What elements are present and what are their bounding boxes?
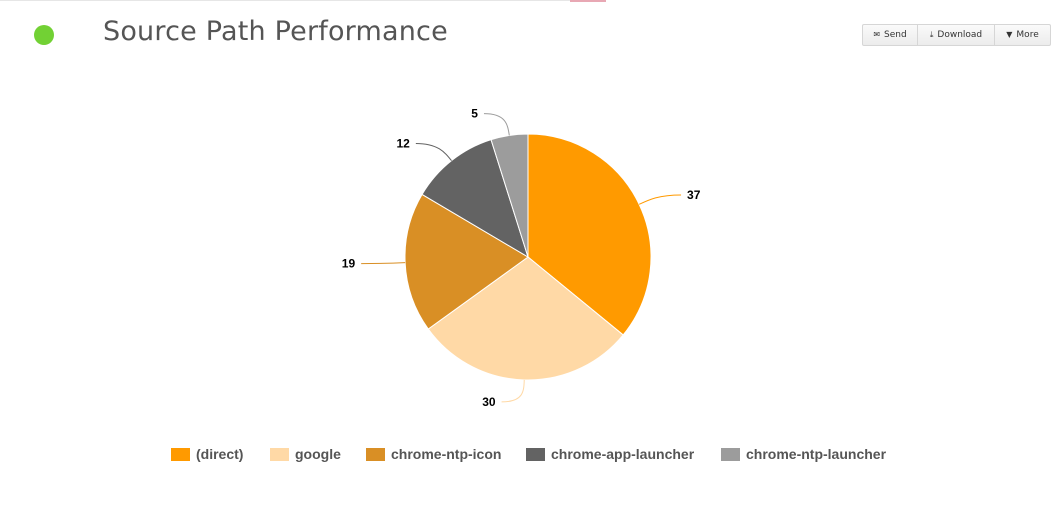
legend-label: chrome-ntp-launcher [746, 446, 887, 462]
data-label: 37 [687, 188, 701, 202]
pie-slice-chrome-app-launcher[interactable] [421, 139, 529, 259]
legend-swatch [270, 447, 289, 461]
legend-item[interactable]: google [270, 446, 341, 462]
pie-slice-direct[interactable] [527, 133, 652, 336]
download-button[interactable]: ⤓ Download [918, 25, 995, 45]
pie-slice-chrome-ntp-icon[interactable] [404, 193, 529, 330]
top-accent-bar [570, 0, 606, 2]
more-button[interactable]: ▼ More [995, 25, 1050, 45]
envelope-icon: ✉ [873, 30, 881, 39]
legend-swatch [526, 447, 545, 461]
legend-label: chrome-ntp-icon [391, 446, 502, 462]
pie-slice-google[interactable] [427, 256, 624, 381]
legend-label: (direct) [196, 446, 244, 462]
data-label-connector [638, 194, 682, 205]
pie-slice-chrome-ntp-launcher[interactable] [490, 133, 529, 258]
send-label: Send [884, 30, 907, 40]
data-label: 12 [396, 136, 410, 150]
legend-item[interactable]: chrome-ntp-icon [366, 446, 501, 462]
data-label-connector [501, 379, 525, 403]
caret-down-icon: ▼ [1006, 30, 1013, 39]
top-divider [0, 0, 590, 1]
chart-legend: (direct) google chrome-ntp-icon chrome-app-… [0, 446, 1060, 464]
data-label: 5 [471, 107, 478, 121]
data-label-connector [483, 113, 510, 136]
legend-label: chrome-app-launcher [551, 446, 695, 462]
legend-swatch [366, 447, 385, 461]
data-label: 19 [342, 257, 356, 271]
legend-item[interactable]: (direct) [171, 446, 243, 462]
more-label: More [1016, 30, 1039, 40]
send-button[interactable]: ✉ Send [863, 25, 918, 45]
legend-item[interactable]: chrome-app-launcher [526, 446, 694, 462]
chart-toolbar: ✉ Send ⤓ Download ▼ More [862, 24, 1051, 46]
status-dot [34, 25, 54, 45]
download-icon: ⤓ [929, 30, 934, 39]
legend-swatch [721, 447, 740, 461]
page-title: Source Path Performance [103, 16, 448, 47]
legend-swatch [171, 447, 190, 461]
data-label-connector [361, 262, 406, 265]
data-label: 30 [482, 395, 496, 409]
data-label-connector [415, 142, 452, 161]
download-label: Download [937, 30, 983, 40]
legend-item[interactable]: chrome-ntp-launcher [721, 446, 886, 462]
legend-label: google [295, 446, 341, 462]
